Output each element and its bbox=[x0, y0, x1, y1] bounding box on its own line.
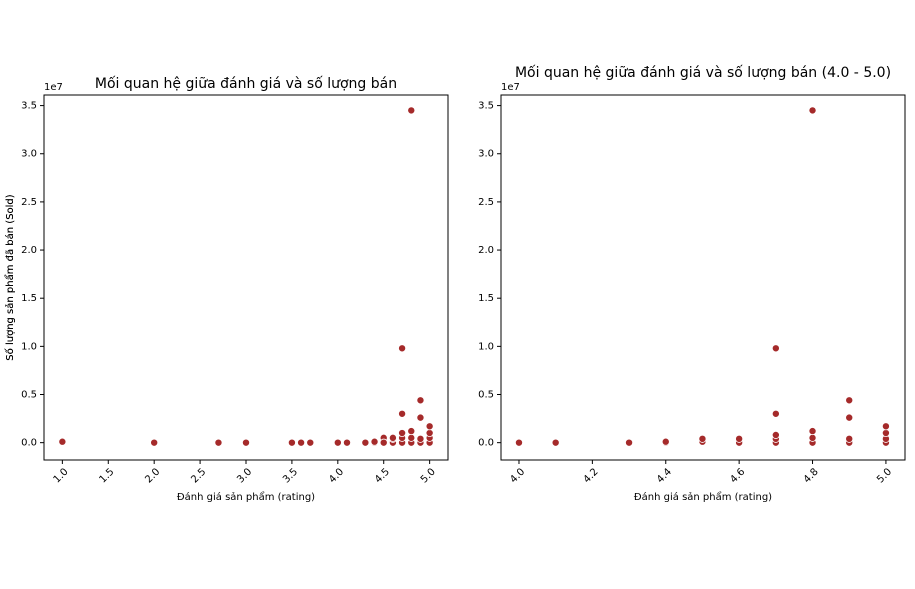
scatter-point bbox=[771, 344, 780, 353]
scatter-point bbox=[241, 438, 250, 447]
y-offset-label: 1e7 bbox=[501, 82, 520, 93]
y-offset-label: 1e7 bbox=[44, 82, 63, 93]
plot-frame bbox=[500, 94, 906, 461]
scatter-point bbox=[388, 433, 397, 442]
scatter-point bbox=[845, 396, 854, 405]
scatter-point bbox=[150, 438, 159, 447]
x-tick-label: 4.8 bbox=[802, 466, 821, 485]
scatter-point bbox=[735, 434, 744, 443]
scatter-point bbox=[342, 438, 351, 447]
y-tick-label: 3.0 bbox=[478, 149, 494, 160]
scatter-point bbox=[407, 106, 416, 115]
y-tick-label: 1.0 bbox=[21, 341, 37, 352]
y-tick-label: 0.0 bbox=[21, 438, 37, 449]
y-axis-label: Số lượng sản phẩm đã bán (Sold) bbox=[3, 194, 16, 360]
scatter-point bbox=[881, 422, 890, 431]
x-tick-label: 2.5 bbox=[189, 466, 208, 485]
scatter-point bbox=[416, 396, 425, 405]
y-tick-label: 0.0 bbox=[478, 438, 494, 449]
scatter-point bbox=[425, 422, 434, 431]
scatter-point bbox=[398, 409, 407, 418]
scatter-point bbox=[698, 434, 707, 443]
x-tick-label: 2.0 bbox=[143, 466, 162, 485]
y-tick-label: 2.5 bbox=[21, 197, 37, 208]
scatter-point bbox=[416, 434, 425, 443]
scatter-point bbox=[808, 427, 817, 436]
scatter-point bbox=[361, 438, 370, 447]
scatter-point bbox=[297, 438, 306, 447]
scatter-point bbox=[370, 437, 379, 446]
chart-title: Mối quan hệ giữa đánh giá và số lượng bá… bbox=[515, 64, 891, 81]
x-tick-label: 3.5 bbox=[281, 466, 300, 485]
x-tick-label: 1.5 bbox=[97, 466, 116, 485]
x-tick-label: 1.0 bbox=[52, 466, 71, 485]
x-tick-label: 4.5 bbox=[373, 466, 392, 485]
x-tick-label: 4.6 bbox=[728, 466, 747, 485]
scatter-point bbox=[881, 429, 890, 438]
x-tick-label: 4.4 bbox=[655, 466, 674, 485]
y-tick-label: 0.5 bbox=[21, 390, 37, 401]
scatter-point bbox=[407, 433, 416, 442]
y-tick-label: 2.5 bbox=[478, 197, 494, 208]
x-tick-label: 4.2 bbox=[582, 466, 601, 485]
scatter-point bbox=[425, 429, 434, 438]
scatter-point bbox=[306, 438, 315, 447]
y-tick-label: 2.0 bbox=[21, 245, 37, 256]
scatter-point bbox=[625, 438, 634, 447]
scatter-point bbox=[398, 344, 407, 353]
scatter-point bbox=[771, 430, 780, 439]
scatter-point bbox=[661, 437, 670, 446]
x-tick-label: 5.0 bbox=[875, 466, 894, 485]
scatter-point bbox=[808, 106, 817, 115]
plot-frame bbox=[43, 94, 449, 461]
y-tick-label: 1.5 bbox=[478, 293, 494, 304]
scatter-point bbox=[551, 438, 560, 447]
x-tick-label: 4.0 bbox=[327, 466, 346, 485]
y-tick-label: 3.5 bbox=[21, 101, 37, 112]
scatter-point bbox=[214, 438, 223, 447]
x-axis-label: Đánh giá sản phẩm (rating) bbox=[634, 490, 772, 503]
scatter-point bbox=[398, 429, 407, 438]
scatter-point bbox=[514, 438, 523, 447]
scatter-point bbox=[845, 413, 854, 422]
y-tick-label: 3.0 bbox=[21, 149, 37, 160]
scatter-point bbox=[287, 438, 296, 447]
scatter-point bbox=[379, 438, 388, 447]
x-tick-label: 5.0 bbox=[419, 466, 438, 485]
y-tick-label: 1.5 bbox=[21, 293, 37, 304]
scatter-point bbox=[416, 413, 425, 422]
x-tick-label: 4.0 bbox=[508, 466, 527, 485]
y-tick-label: 0.5 bbox=[478, 390, 494, 401]
scatter-point bbox=[58, 437, 67, 446]
scatter-point bbox=[333, 438, 342, 447]
y-tick-label: 1.0 bbox=[478, 341, 494, 352]
y-tick-label: 2.0 bbox=[478, 245, 494, 256]
y-axis-label: Số lượng sản phẩm đã bán (Sold) bbox=[3, 194, 16, 360]
y-tick-label: 3.5 bbox=[478, 101, 494, 112]
scatter-point bbox=[771, 409, 780, 418]
x-axis-label: Đánh giá sản phẩm (rating) bbox=[177, 490, 315, 503]
chart-title: Mối quan hệ giữa đánh giá và số lượng bá… bbox=[95, 75, 397, 92]
scatter-point bbox=[808, 433, 817, 442]
scatter-point bbox=[407, 427, 416, 436]
scatter-point bbox=[845, 434, 854, 443]
x-tick-label: 3.0 bbox=[235, 466, 254, 485]
